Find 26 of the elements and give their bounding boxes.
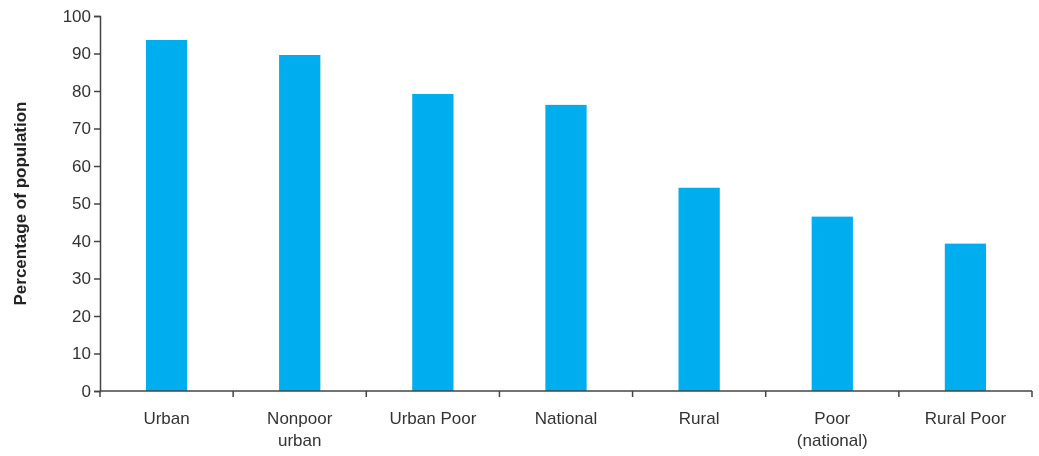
x-tick-label: Urban Poor <box>389 409 477 428</box>
y-tick-label: 100 <box>62 6 91 26</box>
y-tick-label: 20 <box>72 306 91 326</box>
y-axis-title: Percentage of population <box>11 101 30 306</box>
y-tick-label: 40 <box>72 231 91 251</box>
x-tick-label: Rural <box>678 409 720 428</box>
y-tick-label: 50 <box>72 194 91 214</box>
x-tick-label: Poor (national) <box>796 409 868 450</box>
y-tick-label: 0 <box>81 381 91 401</box>
x-tick-label: Nonpoor urban <box>267 409 333 450</box>
bar <box>678 187 720 391</box>
y-tick-label: 60 <box>72 156 91 176</box>
bar <box>145 40 188 391</box>
y-tick-label: 70 <box>72 119 91 139</box>
y-tick-label: 80 <box>72 81 91 101</box>
bar <box>412 94 454 391</box>
x-tick-label: National <box>534 409 598 428</box>
bar <box>279 55 321 391</box>
bar <box>944 243 987 391</box>
bar <box>811 216 853 391</box>
y-tick-label: 10 <box>72 344 91 364</box>
x-tick-label: Urban <box>143 409 190 428</box>
y-tick-label: 30 <box>72 269 91 289</box>
bar <box>545 104 587 391</box>
x-tick-label: Rural Poor <box>924 409 1007 428</box>
y-tick-label: 90 <box>72 44 91 64</box>
